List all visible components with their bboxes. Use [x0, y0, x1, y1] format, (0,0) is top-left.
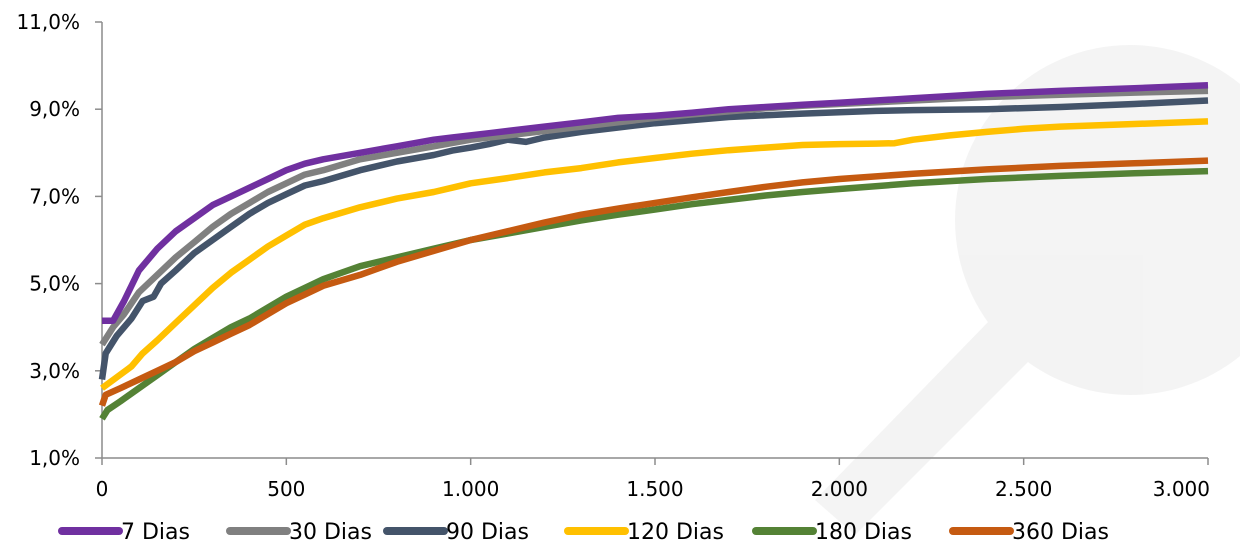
legend-label: 90 Dias: [446, 520, 529, 544]
x-tick-label: 3.000: [1153, 477, 1210, 501]
y-tick-label: 9,0%: [29, 97, 80, 121]
y-tick-label: 3,0%: [29, 359, 80, 383]
series-line-90-dias: [98, 97, 1209, 380]
legend-label: 180 Dias: [815, 520, 912, 544]
x-tick-label: 500: [267, 477, 305, 501]
y-tick-label: 1,0%: [29, 446, 80, 470]
legend-label: 30 Dias: [289, 520, 372, 544]
y-tick-label: 7,0%: [29, 184, 80, 208]
x-tick-label: 1.500: [626, 477, 683, 501]
series-layer: [98, 81, 1209, 421]
legend-label: 7 Dias: [121, 520, 190, 544]
legend: 7 Dias 30 Dias 90 Dias 120 Dias 180 Dias 360 …: [58, 520, 1109, 544]
series-line-360-dias: [98, 157, 1209, 407]
legend-label: 120 Dias: [627, 520, 724, 544]
x-tick-label: 2.500: [995, 477, 1052, 501]
x-tick-label: 0: [96, 477, 109, 501]
x-tick-label: 1.000: [442, 477, 499, 501]
y-tick-label: 5,0%: [29, 272, 80, 296]
watermark: [815, 45, 1240, 535]
axes: 1,0% 3,0% 5,0% 7,0% 9,0% 11,0% 0 500 1.000 1.500 2…: [16, 10, 1210, 501]
series-line-7-dias: [102, 81, 1209, 324]
x-tick-label: 2.000: [811, 477, 868, 501]
legend-label: 360 Dias: [1012, 520, 1109, 544]
y-tick-label: 11,0%: [16, 10, 80, 34]
series-line-120-dias: [100, 118, 1209, 391]
